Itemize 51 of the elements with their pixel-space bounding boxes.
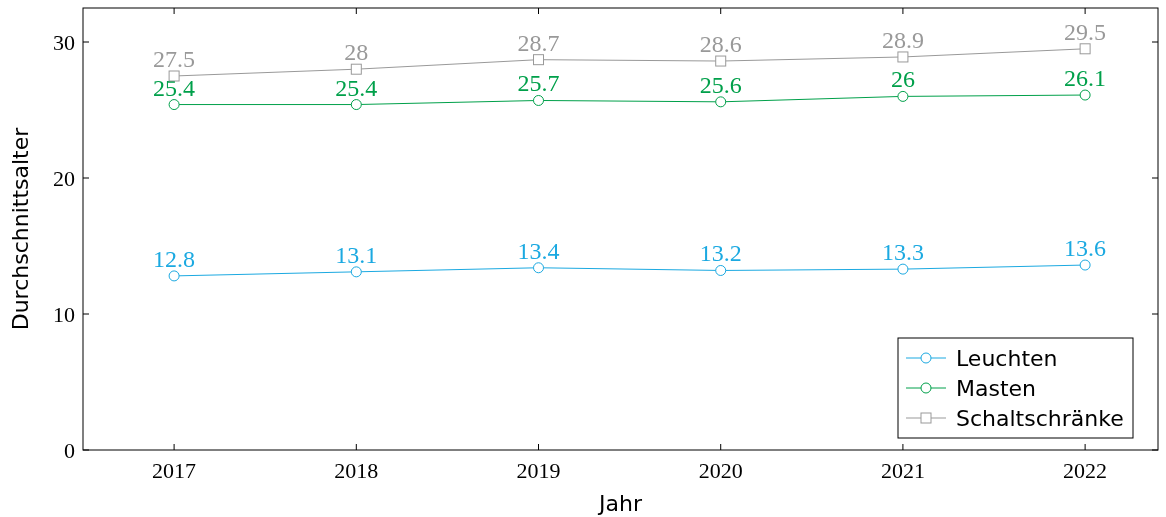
point — [350, 266, 362, 278]
point — [168, 70, 180, 82]
data-label: 25.4 — [335, 74, 378, 101]
y-axis-title: Durchschnittsalter — [8, 126, 33, 331]
point — [533, 54, 545, 66]
data-label: 13.3 — [881, 239, 924, 266]
x-tick-label: 2022 — [1063, 458, 1108, 483]
point — [897, 263, 909, 275]
data-label: 28.9 — [881, 26, 924, 53]
point — [168, 99, 180, 111]
y-tick-label: 10 — [53, 302, 75, 327]
y-tick-label: 20 — [53, 166, 75, 191]
point — [715, 96, 727, 108]
legend-label: Schaltschränke — [956, 406, 1124, 431]
point — [1079, 43, 1091, 55]
x-tick-label: 2020 — [698, 458, 743, 483]
x-tick-label: 2021 — [880, 458, 925, 483]
data-label: 25.7 — [517, 70, 560, 97]
x-tick-label: 2018 — [334, 458, 379, 483]
data-label: 29.5 — [1064, 18, 1107, 45]
data-label: 25.6 — [699, 71, 742, 98]
data-label: 28 — [344, 39, 369, 66]
data-label: 26.1 — [1064, 65, 1107, 92]
data-label: 12.8 — [153, 245, 196, 272]
data-label: 13.1 — [335, 241, 378, 268]
x-tick-label: 2019 — [516, 458, 561, 483]
data-label: 28.6 — [699, 31, 742, 58]
point — [533, 94, 545, 106]
data-label: 13.2 — [699, 240, 742, 267]
legend-label: Leuchten — [956, 346, 1058, 371]
y-tick-label: 0 — [64, 438, 75, 463]
point — [1079, 259, 1091, 271]
point — [715, 264, 727, 276]
y-tick-label: 30 — [53, 30, 75, 55]
point — [168, 270, 180, 282]
legend-label: Masten — [956, 376, 1037, 401]
point — [1079, 89, 1091, 101]
x-tick-label: 2017 — [152, 458, 197, 483]
point — [897, 90, 909, 102]
x-axis-title: Jahr — [597, 491, 643, 516]
point — [350, 99, 362, 111]
data-label: 27.5 — [153, 46, 196, 72]
data-label: 13.6 — [1064, 235, 1107, 262]
point — [533, 262, 545, 274]
point — [350, 63, 362, 75]
data-label: 25.4 — [153, 74, 196, 101]
point — [715, 55, 727, 67]
data-label: 13.4 — [517, 237, 560, 264]
point — [897, 51, 909, 63]
data-label: 28.7 — [517, 29, 560, 56]
data-label: 26 — [890, 66, 915, 93]
